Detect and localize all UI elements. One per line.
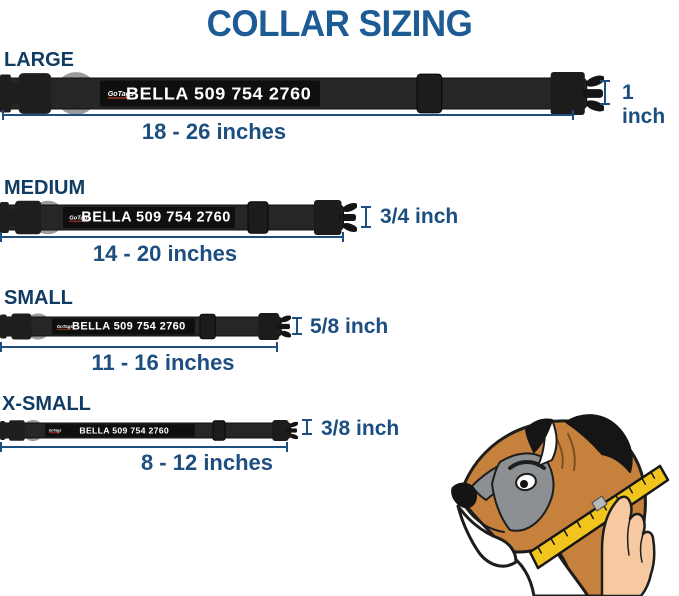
width-marker-small xyxy=(292,317,302,335)
collar-buckle-male xyxy=(258,313,280,340)
collar-slider xyxy=(199,313,216,340)
collar-buckle-female xyxy=(0,314,7,339)
width-marker-large xyxy=(600,80,610,105)
collar-slider xyxy=(212,420,226,441)
collar-graphic-medium: GoTags BELLA 509 754 2760 xyxy=(0,199,358,241)
collar-brand-text: GoTags xyxy=(108,90,134,98)
range-label-small: 11 - 16 inches xyxy=(91,350,235,375)
width-label-large: 1 inch xyxy=(622,81,666,128)
range-line-xsmall xyxy=(0,442,288,452)
collar-buckle-female xyxy=(0,421,6,440)
collar-name-text: BELLA 509 754 2760 xyxy=(72,321,186,333)
width-marker-medium xyxy=(361,206,371,228)
width-label-medium: 3/4 inch xyxy=(380,205,459,228)
collar-buckle-male xyxy=(314,200,342,235)
collar-buckle-female xyxy=(0,202,9,233)
boxer-dog-icon xyxy=(451,414,670,596)
collar-brand-text: GoTags xyxy=(57,324,74,329)
range-line-small xyxy=(0,342,278,352)
collar-slider xyxy=(247,201,269,234)
collar-brand-text: GoTags xyxy=(49,429,62,433)
size-label-medium: MEDIUM xyxy=(4,177,86,199)
size-label-xsmall: X-SMALL xyxy=(2,393,91,415)
range-line-medium xyxy=(0,232,344,242)
range-label-large: 18 - 26 inches xyxy=(141,119,287,144)
width-label-small: 5/8 inch xyxy=(310,315,389,338)
collar-name-text: BELLA 509 754 2760 xyxy=(81,210,231,226)
collar-brand-text: GoTags xyxy=(69,216,90,222)
collar-graphic-small: GoTags BELLA 509 754 2760 xyxy=(0,312,292,346)
collar-buckle-female xyxy=(0,74,11,113)
page-title: COLLAR SIZING xyxy=(206,3,473,45)
size-label-large: LARGE xyxy=(4,49,74,71)
collar-buckle-male xyxy=(272,420,289,441)
width-marker-xsmall xyxy=(302,419,312,435)
collar-slider xyxy=(416,73,443,114)
collar-buckle-male xyxy=(550,72,585,115)
range-line-large xyxy=(2,110,574,120)
collar-name-text: BELLA 509 754 2760 xyxy=(79,426,169,436)
size-label-small: SMALL xyxy=(4,287,73,309)
collar-graphic-large: GoTags BELLA 509 754 2760 xyxy=(0,71,605,121)
collar-name-text: BELLA 509 754 2760 xyxy=(126,84,311,104)
width-label-xsmall: 3/8 inch xyxy=(321,417,400,440)
range-label-xsmall: 8 - 12 inches xyxy=(140,450,274,475)
range-label-medium: 14 - 20 inches xyxy=(92,241,238,266)
dog-measuring-tape-illustration xyxy=(438,400,679,596)
collar-graphic-xsmall: GoTags BELLA 509 754 2760 xyxy=(0,419,299,447)
